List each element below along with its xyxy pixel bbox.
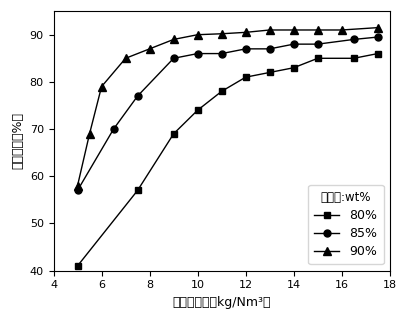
Line: 85%: 85% bbox=[74, 34, 381, 194]
90% bbox=[171, 37, 176, 41]
90% bbox=[243, 30, 248, 34]
80% bbox=[315, 56, 320, 60]
85% bbox=[195, 52, 200, 55]
90% bbox=[339, 28, 344, 32]
85% bbox=[243, 47, 248, 51]
80% bbox=[195, 108, 200, 112]
80% bbox=[243, 75, 248, 79]
80% bbox=[75, 264, 80, 268]
Legend: 80%, 85%, 90%: 80%, 85%, 90% bbox=[308, 185, 384, 264]
85% bbox=[75, 188, 80, 192]
85% bbox=[375, 35, 380, 39]
90% bbox=[219, 32, 224, 36]
90% bbox=[267, 28, 272, 32]
90% bbox=[315, 28, 320, 32]
80% bbox=[135, 188, 140, 192]
90% bbox=[291, 28, 296, 32]
90% bbox=[99, 85, 104, 89]
Line: 80%: 80% bbox=[74, 50, 381, 269]
90% bbox=[195, 33, 200, 36]
80% bbox=[171, 132, 176, 136]
90% bbox=[123, 56, 128, 60]
85% bbox=[291, 42, 296, 46]
80% bbox=[375, 52, 380, 55]
85% bbox=[219, 52, 224, 55]
80% bbox=[267, 70, 272, 74]
85% bbox=[351, 37, 356, 41]
Line: 90%: 90% bbox=[73, 23, 382, 190]
85% bbox=[111, 127, 116, 131]
85% bbox=[267, 47, 272, 51]
90% bbox=[375, 26, 380, 29]
85% bbox=[135, 94, 140, 98]
85% bbox=[171, 56, 176, 60]
80% bbox=[291, 66, 296, 70]
90% bbox=[87, 132, 92, 136]
90% bbox=[147, 47, 152, 51]
85% bbox=[315, 42, 320, 46]
X-axis label: 液气流量比（kg/Nm³）: 液气流量比（kg/Nm³） bbox=[173, 296, 271, 309]
80% bbox=[219, 89, 224, 93]
90% bbox=[75, 184, 80, 188]
80% bbox=[351, 56, 356, 60]
Y-axis label: 脱碳效率（%）: 脱碳效率（%） bbox=[11, 112, 24, 169]
